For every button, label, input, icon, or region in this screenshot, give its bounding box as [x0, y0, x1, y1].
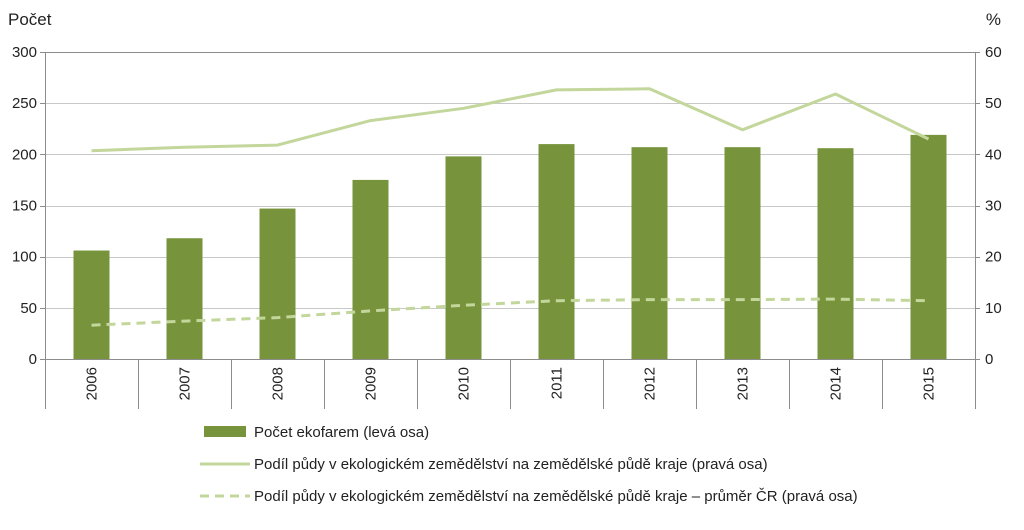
line-series: [91, 87, 930, 327]
x-tick-label: 2007: [177, 367, 194, 400]
y-right-tick-label: 20: [985, 249, 1002, 266]
y-left-tick-label: 150: [12, 198, 37, 215]
bar: [445, 156, 482, 359]
axes: 0 50 100 150 200 250 300 0 10 20 30 40 50 60 2006 2007 2…: [12, 44, 1002, 409]
x-tick-label: 2011: [549, 367, 566, 399]
bar-series: [73, 134, 947, 359]
y-left-tick-label: 0: [29, 351, 37, 368]
y-right-tick-label: 30: [985, 198, 1002, 215]
y-left-tick-label: 100: [12, 249, 37, 266]
bar: [73, 250, 110, 359]
y-right-tick-label: 40: [985, 146, 1002, 163]
legend-label: Podíl půdy v ekologickém zemědělství na …: [254, 488, 858, 505]
bar: [817, 148, 854, 359]
y-axis-left-title: Počet: [8, 10, 52, 29]
legend: Počet ekofarem (levá osa) Podíl půdy v ek…: [200, 424, 858, 505]
x-tick-label: 2012: [642, 367, 659, 400]
series-line-region: [91, 87, 930, 153]
x-tick-label: 2010: [456, 367, 473, 400]
x-tick-label: 2013: [735, 367, 752, 400]
y-left-tick-label: 300: [12, 44, 37, 61]
x-tick-label: 2006: [84, 367, 101, 400]
bar: [631, 147, 668, 359]
y-right-tick-label: 0: [985, 351, 993, 368]
y-left-tick-label: 50: [20, 300, 37, 317]
bar: [724, 147, 761, 359]
x-tick-label: 2014: [828, 367, 845, 400]
bar: [538, 144, 575, 359]
y-axis-right-title: %: [986, 10, 1001, 29]
bar: [352, 179, 389, 359]
legend-label: Podíl půdy v ekologickém zemědělství na …: [254, 456, 768, 473]
x-tick-label: 2015: [921, 367, 938, 400]
series-line-cr-average: [91, 297, 929, 327]
bar: [910, 134, 947, 359]
y-left-tick-label: 200: [12, 146, 37, 163]
legend-label: Počet ekofarem (levá osa): [254, 424, 429, 441]
bar: [166, 238, 203, 359]
y-right-tick-label: 50: [985, 95, 1002, 112]
legend-swatch-bar: [204, 426, 246, 437]
y-right-tick-label: 10: [985, 300, 1002, 317]
y-left-tick-label: 250: [12, 95, 37, 112]
bar: [259, 208, 296, 359]
y-right-tick-label: 60: [985, 44, 1002, 61]
x-tick-label: 2009: [363, 367, 380, 400]
x-tick-label: 2008: [270, 367, 287, 400]
